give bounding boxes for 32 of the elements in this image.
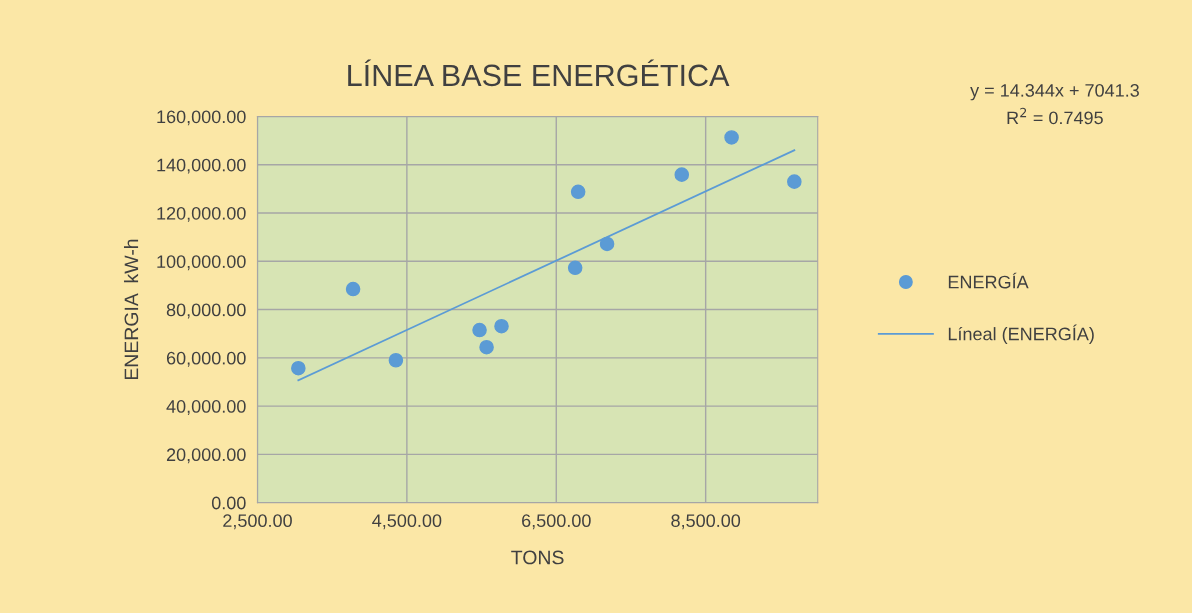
- y-tick-label: 100,000.00: [157, 255, 246, 271]
- x-tick-label: 2,500.00: [223, 514, 292, 530]
- y-tick-label: 140,000.00: [157, 158, 246, 174]
- point: [345, 281, 361, 297]
- point: [388, 352, 404, 368]
- point: [787, 174, 802, 189]
- y-tick-label: 40,000.00: [166, 400, 246, 415]
- x-tick-label: 8,500.00: [671, 514, 741, 530]
- point: [674, 167, 690, 182]
- x-tick-label: 4,500.00: [372, 514, 442, 530]
- y-tick-label: 120,000.00: [157, 206, 246, 222]
- point: [494, 318, 509, 334]
- y-tick-label: 80,000.00: [166, 303, 246, 319]
- point: [479, 339, 494, 355]
- y-tick-label: 20,000.00: [166, 448, 246, 464]
- legend-label: Líneal (ENERGÍA): [948, 324, 1094, 344]
- x-tick-label: 6,500.00: [522, 514, 591, 530]
- point: [724, 130, 739, 145]
- y-tick-label: 160,000.00: [157, 110, 246, 126]
- text: R$^{2}$ = 0.7495: [1007, 107, 1103, 125]
- point: [291, 360, 306, 376]
- text: y = 14.344x + 7041.3: [970, 84, 1139, 101]
- x-axis-title: TONS: [511, 550, 564, 565]
- y-tick-label: 60,000.00: [166, 351, 246, 367]
- point: [599, 236, 615, 252]
- point: [472, 322, 487, 338]
- chart-title: LÍNEA BASE ENERGÉTICA: [348, 59, 730, 87]
- point: [567, 260, 583, 276]
- legend-label: ENERGÍA: [948, 272, 1029, 289]
- y-axis-title: ENERGIA kW-h: [123, 239, 139, 380]
- point: [570, 184, 586, 200]
- y-tick-label: 0.00: [211, 496, 246, 510]
